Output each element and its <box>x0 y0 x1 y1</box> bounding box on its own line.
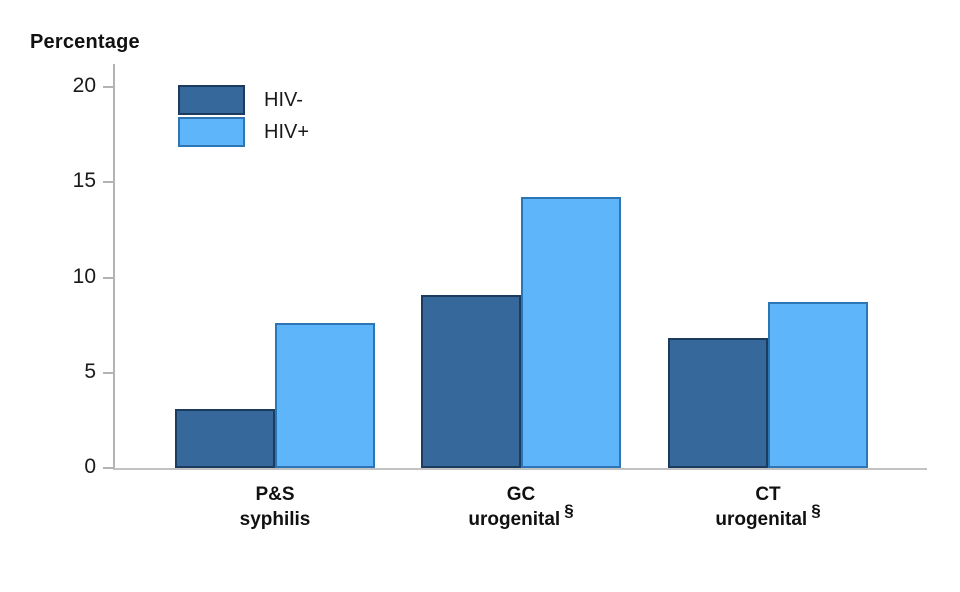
x-axis-line <box>113 468 927 470</box>
category-label-line2: urogenital § <box>715 501 821 530</box>
y-tick-label-0: 0 <box>84 455 96 478</box>
y-tick-label-15: 15 <box>72 169 96 193</box>
category-label-p-s-syphilis: P&S syphilis <box>145 482 405 532</box>
bar-hiv-gc-urogenital <box>521 197 621 468</box>
y-axis-line <box>113 64 115 470</box>
legend-item-hiv: HIV- <box>178 85 309 115</box>
y-tick-label-5: 5 <box>84 359 96 383</box>
category-label-line2: syphilis <box>239 509 311 530</box>
section-symbol: § <box>811 501 821 520</box>
legend-swatch-hiv <box>178 117 245 147</box>
bar-hiv-p-s-syphilis <box>175 408 275 468</box>
bar-hiv-ct-urogenital <box>668 338 768 468</box>
y-axis-title: Percentage <box>30 31 140 53</box>
category-label-line1: P&S <box>255 484 295 505</box>
y-tick-mark-0 <box>103 467 114 469</box>
section-symbol: § <box>564 501 574 520</box>
bar-hiv-p-s-syphilis <box>275 323 375 468</box>
bar-hiv-gc-urogenital <box>421 294 521 468</box>
y-tick-mark-10 <box>103 276 114 279</box>
category-label-ct-urogenital: CT urogenital § <box>638 482 898 532</box>
legend-label-hiv: HIV+ <box>264 120 310 143</box>
category-label-gc-urogenital: GC urogenital § <box>391 482 651 532</box>
category-label-line1: CT <box>755 484 781 505</box>
category-label-line2: urogenital § <box>468 501 574 530</box>
y-tick-mark-20 <box>103 86 114 88</box>
y-tick-label-20: 20 <box>72 74 96 97</box>
legend-label-hiv: HIV- <box>264 88 303 111</box>
legend-swatch-hiv <box>178 85 245 115</box>
y-tick-label-10: 10 <box>72 264 96 288</box>
legend: HIV- HIV+ <box>178 85 309 147</box>
category-label-line1: GC <box>506 484 536 505</box>
y-tick-mark-15 <box>103 181 114 184</box>
y-tick-mark-5 <box>103 371 114 374</box>
bar-hiv-ct-urogenital <box>768 302 868 468</box>
legend-item-hiv: HIV+ <box>178 117 309 147</box>
